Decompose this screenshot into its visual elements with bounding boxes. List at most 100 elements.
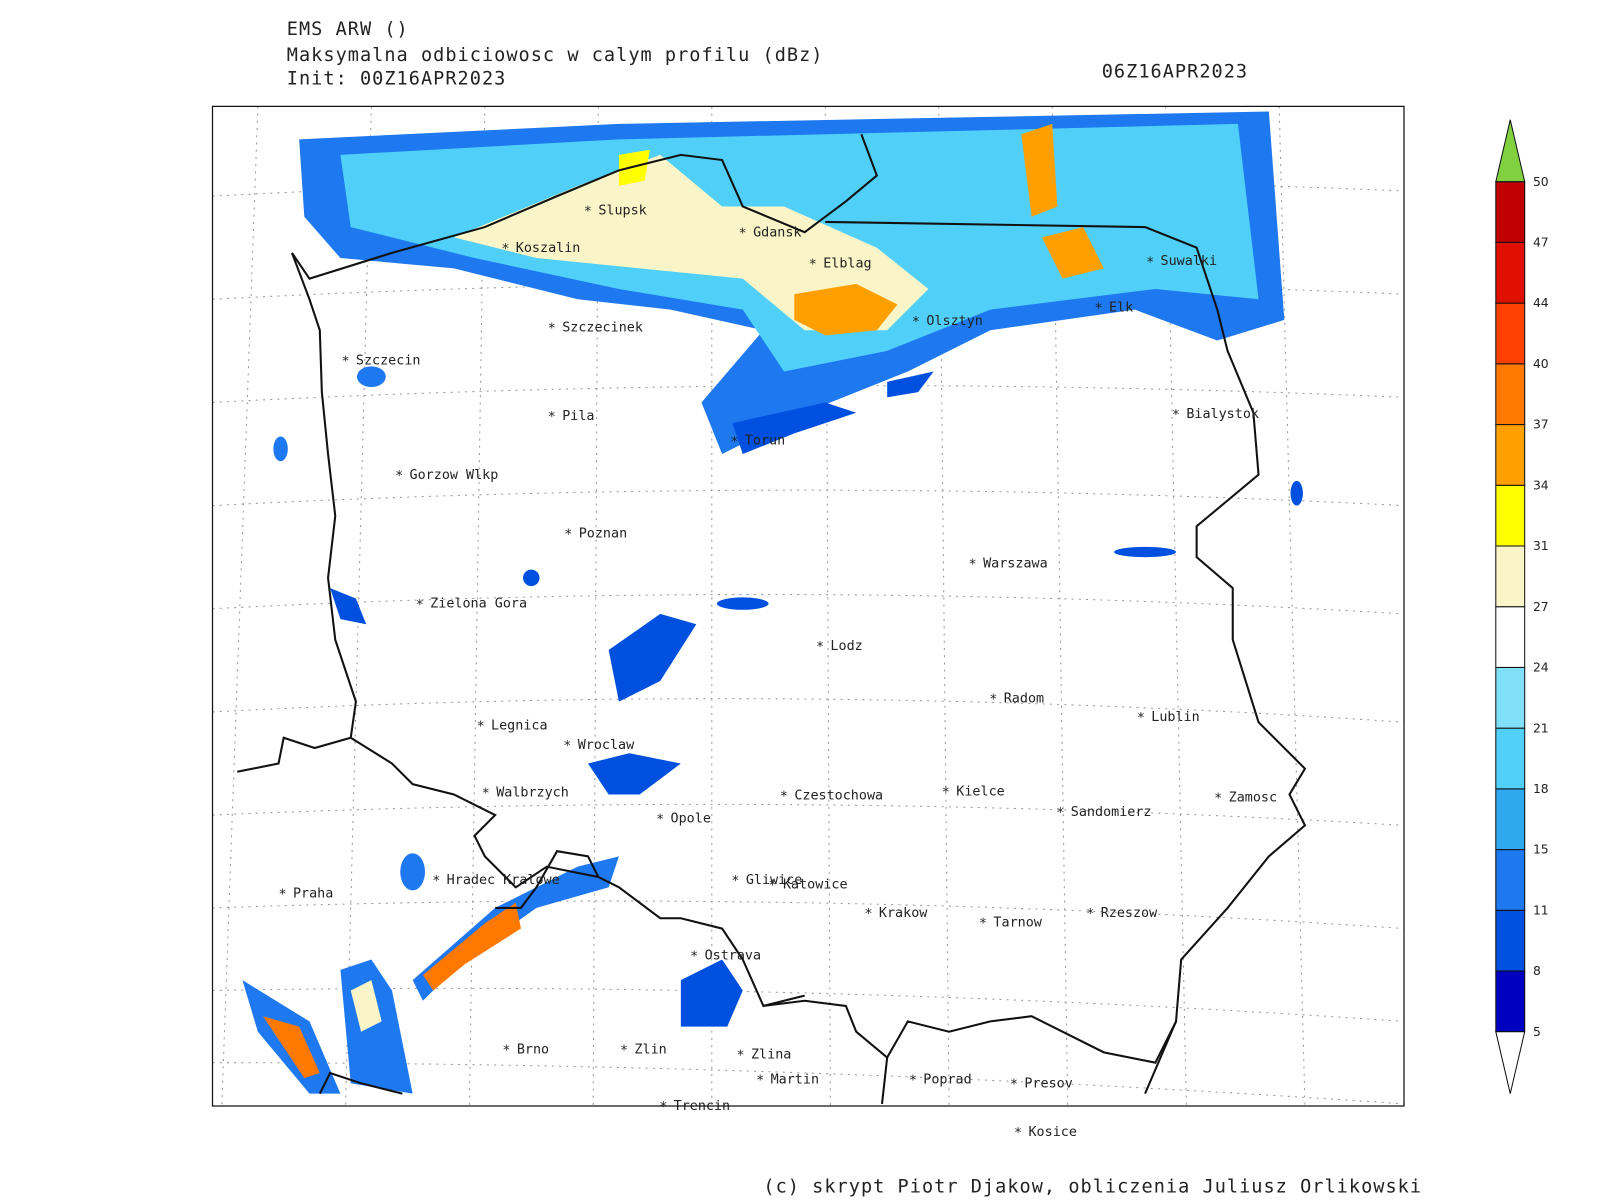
colorbar-segment <box>1495 484 1526 547</box>
city-marker: * <box>1056 806 1064 821</box>
city-label: Torun <box>745 434 785 449</box>
city-marker: * <box>395 469 403 484</box>
city-label: Czestochowa <box>794 789 883 804</box>
city-label: Olsztyn <box>926 314 983 329</box>
city-marker: * <box>584 205 592 220</box>
colorbar-label: 44 <box>1533 296 1549 310</box>
city-marker: * <box>432 874 440 889</box>
city-label: Poznan <box>579 527 627 542</box>
city-marker: * <box>864 907 872 922</box>
city-label: Szczecin <box>356 353 421 368</box>
city-marker: * <box>769 878 777 893</box>
colorbar-segment <box>1495 727 1526 790</box>
colorbar-segment <box>1495 606 1526 668</box>
colorbar-segment <box>1495 666 1526 729</box>
colorbar-under <box>1495 1031 1526 1094</box>
colorbar-label: 37 <box>1533 418 1549 432</box>
city-marker: * <box>737 1049 745 1064</box>
colorbar-segment <box>1495 545 1526 608</box>
valid-time: 06Z16APR2023 <box>1102 61 1248 82</box>
city-label: Lodz <box>830 639 862 654</box>
borders <box>237 133 1307 1105</box>
colorbar-label: 24 <box>1533 661 1549 675</box>
map-frame <box>211 105 1405 1107</box>
colorbar-segment <box>1495 424 1526 486</box>
city-label: Praha <box>293 887 333 902</box>
city-marker: * <box>1014 1126 1022 1141</box>
city-label: Radom <box>1004 692 1044 707</box>
city-label: Opole <box>671 811 711 826</box>
city-marker: * <box>656 812 664 827</box>
city-marker: * <box>620 1043 628 1058</box>
colorbar-segment <box>1495 241 1526 304</box>
colorbar-label: 34 <box>1533 478 1549 492</box>
city-label: Poprad <box>923 1072 971 1087</box>
city-marker: * <box>690 950 698 965</box>
city-marker: * <box>1095 302 1103 317</box>
city-marker: * <box>279 888 287 903</box>
colorbar-label: 18 <box>1533 782 1549 796</box>
colorbar-segment <box>1495 788 1526 851</box>
city-label: Bialystok <box>1186 407 1259 422</box>
city-marker: * <box>482 787 490 802</box>
city-marker: * <box>756 1073 764 1088</box>
city-marker: * <box>730 435 738 450</box>
city-label: Warszawa <box>983 557 1048 572</box>
city-labels: * Slupsk * Koszalin * Gdansk * Elblag * Suwalki * E… <box>279 204 1278 1141</box>
city-label: Pila <box>562 409 594 424</box>
city-label: Lublin <box>1151 710 1199 725</box>
city-marker: * <box>1010 1077 1018 1092</box>
city-label: Katowice <box>783 877 848 892</box>
colorbar-segment <box>1495 849 1526 911</box>
city-label: Krakow <box>879 906 928 921</box>
city-label: Presov <box>1024 1076 1072 1091</box>
city-marker: * <box>1172 408 1180 423</box>
colorbar-segment <box>1495 363 1526 426</box>
city-label: Zamosc <box>1229 791 1277 806</box>
city-label: Elk <box>1109 301 1133 316</box>
city-marker: * <box>1137 711 1145 726</box>
city-marker: * <box>563 739 571 754</box>
city-marker: * <box>1086 907 1094 922</box>
colorbar: 5 8 11 15 18 21 24 27 31 34 37 40 44 47 50 <box>1495 119 1549 1094</box>
city-marker: * <box>816 640 824 655</box>
city-label: Gorzow Wlkp <box>410 468 499 483</box>
colorbar-label: 47 <box>1533 236 1549 250</box>
city-label: Kosice <box>1028 1125 1076 1140</box>
city-marker: * <box>809 257 817 272</box>
city-label: Slupsk <box>598 204 646 219</box>
city-marker: * <box>502 1043 510 1058</box>
colorbar-segment <box>1495 909 1526 972</box>
colorbar-label: 15 <box>1533 843 1549 857</box>
model-title: EMS ARW () <box>287 19 409 40</box>
city-marker: * <box>659 1100 667 1115</box>
reflectivity-field <box>242 111 1303 1094</box>
colorbar-segment <box>1495 302 1526 365</box>
city-marker: * <box>564 528 572 543</box>
credits: (c) skrypt Piotr Djakow, obliczenia Juli… <box>763 1177 1422 1198</box>
city-label: Martin <box>771 1072 819 1087</box>
city-marker: * <box>477 719 485 734</box>
city-label: Sandomierz <box>1071 805 1152 820</box>
city-label: Hradec Kralowe <box>447 873 560 888</box>
city-marker: * <box>501 242 509 257</box>
colorbar-label: 31 <box>1533 539 1549 553</box>
city-label: Ostrava <box>705 949 762 964</box>
city-label: Zielona Gora <box>430 597 527 612</box>
city-label: Koszalin <box>516 241 581 256</box>
init-time: Init: 00Z16APR2023 <box>287 69 507 90</box>
colorbar-label: 21 <box>1533 721 1549 735</box>
city-label: Legnica <box>491 718 548 733</box>
city-marker: * <box>731 874 739 889</box>
city-marker: * <box>416 598 424 613</box>
city-label: Wroclaw <box>578 738 635 753</box>
city-label: Walbrzych <box>496 786 569 801</box>
city-label: Trencin <box>674 1099 731 1114</box>
city-label: Gdansk <box>753 225 801 240</box>
city-marker: * <box>341 354 349 369</box>
colorbar-segment <box>1495 181 1526 243</box>
city-marker: * <box>979 917 987 932</box>
colorbar-segment <box>1495 970 1526 1033</box>
colorbar-label: 8 <box>1533 964 1541 978</box>
